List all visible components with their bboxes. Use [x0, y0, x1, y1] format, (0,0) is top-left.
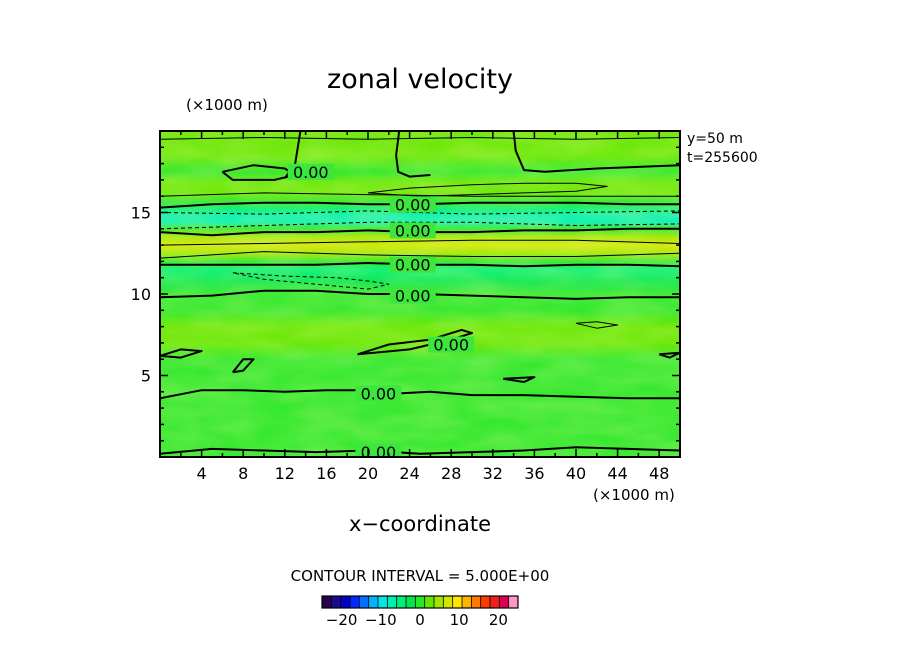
contour-line-22	[503, 376, 536, 383]
x-tick-label-32: 32	[483, 464, 503, 483]
colorbar-swatch-6	[378, 596, 388, 608]
contour-line-23	[658, 351, 680, 359]
colorbar-swatch-15	[462, 596, 472, 608]
x-tick-label-12: 12	[275, 464, 295, 483]
contour-label-bg-1	[389, 196, 436, 213]
x-tick-label-4: 4	[197, 464, 207, 483]
colorbar-swatch-16	[471, 596, 481, 608]
colorbar-swatch-18	[490, 596, 500, 608]
contour-label-2: 0.00	[395, 221, 431, 240]
colorbar-tick-label-4: 20	[489, 611, 508, 629]
colorbar-frame	[321, 595, 519, 609]
colorbar-swatch-3	[350, 596, 360, 608]
y-tick-label-10: 10	[131, 285, 151, 304]
contour-line-13	[367, 182, 608, 197]
contour-label-4: 0.00	[395, 287, 431, 306]
x-axis-label: x−coordinate	[349, 512, 491, 536]
contour-label-3: 0.00	[395, 256, 431, 275]
contour-label-bg-7	[355, 444, 402, 457]
x-tick-label-36: 36	[524, 464, 544, 483]
contour-label-6: 0.00	[361, 384, 397, 403]
colorbar-swatch-5	[368, 596, 379, 608]
contour-line-12	[232, 272, 390, 290]
contour-label-bg-4	[389, 287, 436, 304]
info-line-depth: y=50 m	[687, 131, 743, 147]
colorbar-swatch-11	[424, 596, 435, 608]
contour-label-1: 0.00	[395, 195, 431, 214]
colorbar-swatch-4	[359, 596, 369, 608]
plot-area: 0.00 0.00 0.00 0.00 0.00 0.00 0.00 0.00	[160, 131, 680, 462]
colorbar-swatch-1	[331, 596, 341, 608]
colorbar-swatch-14	[452, 596, 463, 608]
x-tick-label-24: 24	[399, 464, 419, 483]
contour-line-18	[575, 321, 619, 329]
info-line-time: t=255600	[687, 150, 758, 166]
x-tick-label-16: 16	[316, 464, 336, 483]
contour-line-20	[232, 358, 255, 374]
contour-line-7	[160, 239, 680, 246]
contour-line-17	[512, 131, 680, 173]
x-tick-label-40: 40	[566, 464, 586, 483]
x-axis-ticks: 4 8 12 16 20 24 28 32 36 40 44 48	[180, 131, 681, 483]
contour-line-0	[160, 446, 680, 455]
colorbar	[321, 595, 519, 609]
x-tick-label-44: 44	[607, 464, 627, 483]
x-tick-label-48: 48	[649, 464, 669, 483]
x-tick-label-20: 20	[358, 464, 378, 483]
contour-lines	[160, 131, 680, 455]
contour-label-bg-6	[355, 385, 402, 402]
colorbar-ticks: −20 −10 0 10 20	[326, 611, 508, 629]
contour-label-0: 0.00	[293, 163, 329, 182]
colorbar-swatch-9	[406, 596, 416, 608]
contour-line-8	[160, 192, 680, 197]
colorbar-swatch-8	[396, 596, 407, 608]
contour-line-10	[160, 221, 680, 230]
colorbar-tick-label-3: 10	[450, 611, 469, 629]
y-axis-unit-label: (×1000 m)	[186, 96, 268, 114]
colorbar-tick-label-2: 0	[415, 611, 425, 629]
chart-title: zonal velocity	[327, 64, 513, 95]
y-tick-label-5: 5	[141, 367, 151, 386]
colorbar-swatch-2	[340, 596, 351, 608]
colorbar-swatch-20	[508, 596, 519, 608]
colorbar-swatch-7	[387, 596, 397, 608]
contour-label-bg-3	[389, 256, 436, 273]
colorbar-tick-label-1: −10	[365, 611, 397, 629]
contour-line-16	[395, 131, 431, 178]
colorbar-swatch-13	[443, 596, 453, 608]
x-tick-label-8: 8	[238, 464, 248, 483]
colorbar-swatch-17	[480, 596, 491, 608]
colorbar-swatch-19	[499, 596, 509, 608]
y-tick-label-15: 15	[131, 204, 151, 223]
contour-line-11	[160, 210, 680, 215]
x-axis-unit-label: (×1000 m)	[593, 486, 675, 504]
contour-label-bg-2	[389, 222, 436, 239]
contour-label-bg-0	[287, 163, 334, 180]
contour-line-19	[160, 348, 203, 359]
x-tick-label-28: 28	[441, 464, 461, 483]
contour-line-9	[160, 137, 680, 140]
colorbar-swatch-0	[322, 596, 332, 608]
colorbar-swatch-10	[415, 596, 425, 608]
contour-label-bg-5	[428, 336, 475, 353]
contour-line-21	[357, 328, 473, 356]
contour-labels: 0.00 0.00 0.00 0.00 0.00 0.00 0.00 0.00	[287, 163, 475, 462]
contour-interval-note: CONTOUR INTERVAL = 5.000E+00	[291, 567, 550, 585]
contour-label-5: 0.00	[433, 336, 469, 355]
contour-line-6	[160, 251, 680, 259]
colorbar-tick-label-0: −20	[326, 611, 358, 629]
y-axis-ticks: 5 10 15	[131, 146, 680, 442]
contour-label-7: 0.00	[361, 443, 397, 462]
colorbar-swatch-12	[434, 596, 444, 608]
